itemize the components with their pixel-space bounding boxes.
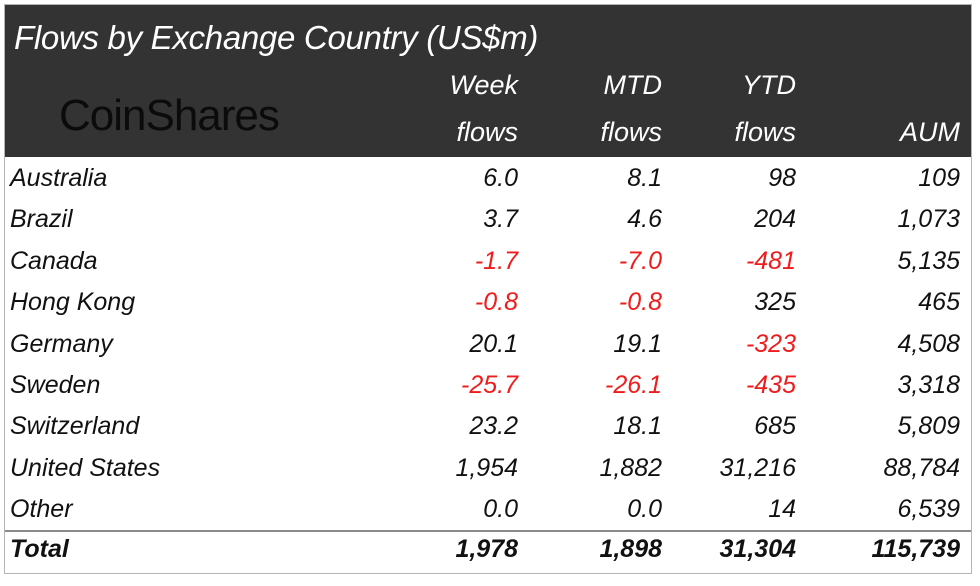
value-cell: 19.1 [613,329,662,358]
table-row: Germany 20.1 19.1 -323 4,508 [0,330,980,371]
country-label: Brazil [10,205,73,234]
value-cell: 3.7 [483,205,518,234]
value-cell: 1,954 [455,453,518,482]
table-row: United States 1,954 1,882 31,216 88,784 [0,454,980,495]
table-title: Flows by Exchange Country (US$m) [14,19,539,56]
value-cell: 109 [918,164,960,192]
country-label: Switzerland [10,412,140,441]
value-cell: 1,073 [897,205,960,234]
value-cell: 3,318 [897,371,960,399]
table-row: Switzerland 23.2 18.1 685 5,809 [0,412,980,453]
value-cell: 31,304 [719,535,796,563]
value-cell: 98 [768,164,796,192]
value-cell: 23.2 [469,412,518,441]
country-label: Hong Kong [10,288,136,317]
value-cell: 1,898 [599,535,662,563]
country-label: Canada [10,246,98,275]
column-header-line1: MTD [603,70,662,100]
value-cell: 4,508 [897,329,960,358]
table-header: Flows by Exchange Country (US$m) CoinSha… [5,5,971,157]
value-cell: 31,216 [719,453,796,482]
value-cell: 8.1 [627,164,662,192]
value-cell: 6,539 [897,495,960,524]
value-cell: -26.1 [605,371,662,399]
total-separator [5,530,971,532]
value-cell: 465 [918,288,960,317]
column-header-line1: Week [449,70,518,100]
value-cell: -25.7 [461,371,518,399]
total-row: Total 1,978 1,898 31,304 115,739 [0,535,980,576]
value-cell: 4.6 [627,205,662,234]
table-frame [4,4,972,574]
value-cell: -1.7 [474,246,518,275]
table-row: Sweden -25.7 -26.1 -435 3,318 [0,371,980,412]
value-cell: 18.1 [613,412,662,441]
column-header-line2: flows [734,117,796,147]
value-cell: 1,978 [455,535,518,563]
value-cell: 88,784 [883,453,960,482]
column-header-line2: AUM [900,117,960,147]
table-row: Canada -1.7 -7.0 -481 5,135 [0,247,980,288]
coinshares-logo: CoinShares [59,91,280,140]
total-label: Total [10,535,69,563]
table-row: Hong Kong -0.8 -0.8 325 465 [0,288,980,329]
country-label: Other [10,495,73,524]
country-label: Australia [10,164,108,192]
value-cell: 0.0 [483,495,518,524]
table-row: Australia 6.0 8.1 98 109 [0,164,980,205]
value-cell: -7.0 [618,246,662,275]
value-cell: 685 [754,412,796,441]
table-row: Brazil 3.7 4.6 204 1,073 [0,205,980,246]
column-header-line1: YTD [742,70,796,100]
value-cell: 325 [754,288,796,317]
value-cell: -0.8 [474,288,518,317]
value-cell: 14 [768,495,796,524]
value-cell: 0.0 [627,495,662,524]
value-cell: 5,135 [897,246,960,275]
column-header-line2: flows [456,117,518,147]
table-row: Other 0.0 0.0 14 6,539 [0,495,980,536]
column-header-line2: flows [600,117,662,147]
country-label: Sweden [10,371,101,399]
value-cell: 20.1 [469,329,518,358]
value-cell: 6.0 [483,164,518,192]
value-cell: -0.8 [618,288,662,317]
value-cell: 5,809 [897,412,960,441]
value-cell: -481 [745,246,796,275]
country-label: United States [10,453,161,482]
value-cell: 204 [754,205,796,234]
value-cell: 115,739 [871,535,960,563]
value-cell: -435 [745,371,796,399]
value-cell: -323 [745,329,796,358]
value-cell: 1,882 [599,453,662,482]
country-label: Germany [10,329,113,358]
